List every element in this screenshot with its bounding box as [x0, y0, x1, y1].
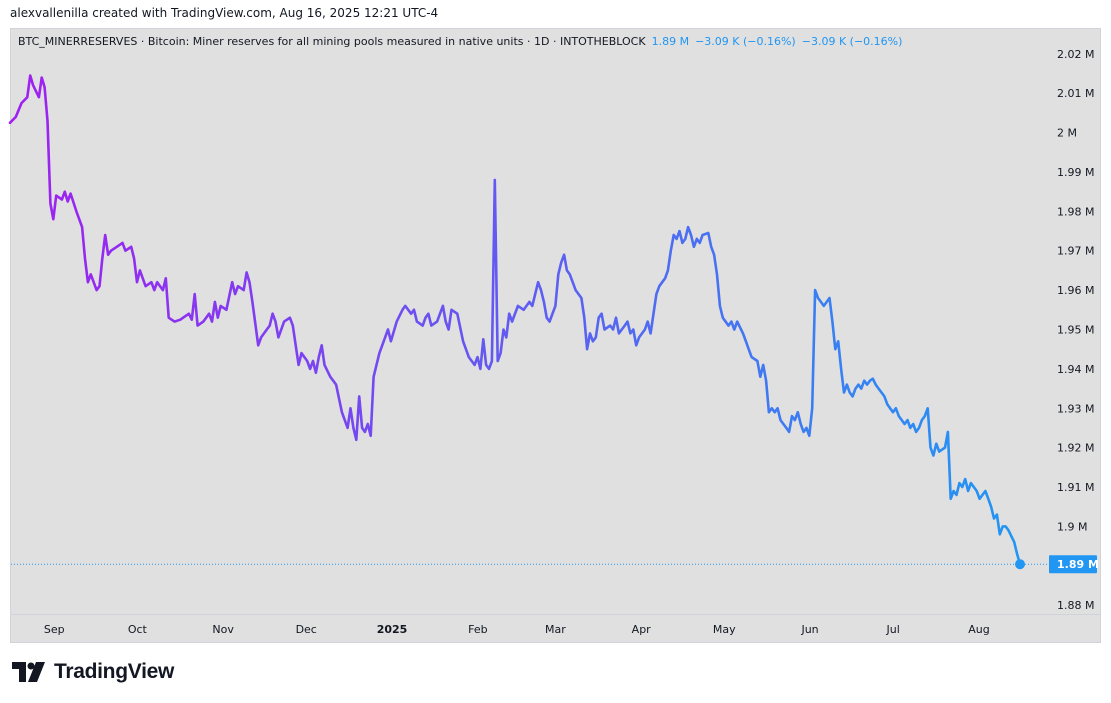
x-tick-label: Sep	[44, 623, 65, 636]
legend-symbol: BTC_MINERRESERVES · Bitcoin: Miner reser…	[18, 35, 646, 48]
y-tick-label: 1.94 M	[1057, 363, 1094, 376]
x-tick-label: Feb	[468, 623, 487, 636]
x-tick-label: May	[713, 623, 736, 636]
y-tick-label: 1.96 M	[1057, 284, 1094, 297]
tradingview-logo: TradingView	[12, 660, 174, 684]
x-tick-label: Aug	[968, 623, 989, 636]
series-line	[8, 74, 1022, 566]
y-tick-label: 1.97 M	[1057, 245, 1094, 258]
y-tick-label: 1.92 M	[1057, 442, 1094, 455]
chart-pane[interactable]	[10, 28, 1101, 643]
y-tick-label: 1.93 M	[1057, 402, 1094, 415]
x-tick-label: Dec	[296, 623, 317, 636]
tradingview-wordmark: TradingView	[54, 660, 175, 683]
y-tick-label: 1.88 M	[1057, 599, 1094, 612]
y-tick-label: 1.91 M	[1057, 481, 1094, 494]
last-value-tag-label: 1.89 M	[1057, 558, 1099, 571]
x-tick-label: Apr	[632, 623, 652, 636]
legend-change: −3.09 K (−0.16%)	[695, 35, 796, 48]
x-tick-label: Jul	[885, 623, 899, 636]
legend-change-percent: −3.09 K (−0.16%)	[801, 35, 903, 48]
last-value-tag	[1049, 555, 1097, 574]
x-tick-label: 2025	[377, 623, 408, 636]
x-tick-label: Nov	[212, 623, 234, 636]
y-tick-label: 1.9 M	[1057, 520, 1087, 533]
y-tick-label: 2.02 M	[1057, 48, 1094, 61]
tradingview-logo-icon	[12, 662, 45, 682]
y-tick-label: 1.99 M	[1057, 166, 1094, 179]
x-tick-label: Jun	[800, 623, 818, 636]
legend-last-value: 1.89 M	[651, 35, 690, 48]
y-tick-label: 1.95 M	[1057, 324, 1094, 337]
y-tick-label: 1.98 M	[1057, 205, 1094, 218]
last-point-marker	[1015, 559, 1025, 570]
y-tick-label: 2 M	[1057, 127, 1077, 140]
y-tick-label: 2.01 M	[1057, 87, 1094, 100]
series-legend: BTC_MINERRESERVES · Bitcoin: Miner reser…	[18, 35, 908, 48]
x-tick-label: Oct	[128, 623, 148, 636]
creator-caption: alexvallenilla created with TradingView.…	[10, 6, 439, 20]
legend-values: 1.89 M −3.09 K (−0.16%) −3.09 K (−0.16%)	[652, 35, 909, 48]
x-tick-label: Mar	[545, 623, 566, 636]
